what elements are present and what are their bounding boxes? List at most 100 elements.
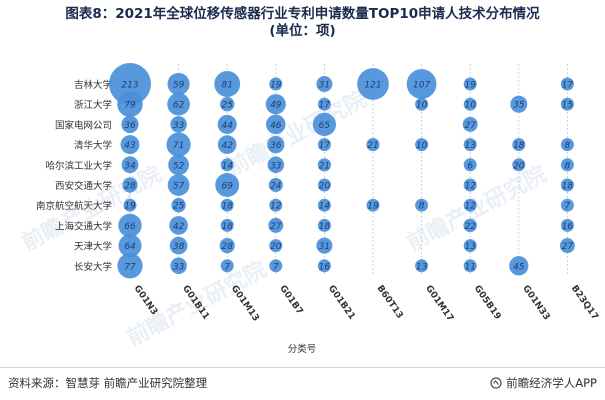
bubble xyxy=(266,114,286,135)
data-label: 31 xyxy=(319,242,330,252)
bubble xyxy=(265,94,286,115)
chart-title: 图表8：2021年全球位移传感器行业专利申请数量TOP10申请人技术分布情况 (… xyxy=(0,6,605,40)
data-label: 20 xyxy=(513,161,525,171)
bubble xyxy=(215,173,240,197)
data-label: 6 xyxy=(467,161,473,171)
bubble xyxy=(317,158,331,172)
data-label: 79 xyxy=(124,101,136,111)
data-label: 107 xyxy=(413,81,430,91)
bubble xyxy=(167,92,190,116)
bubble xyxy=(123,198,137,212)
data-label: 18 xyxy=(562,182,574,192)
data-label: 27 xyxy=(562,242,574,252)
bubble xyxy=(415,198,429,212)
bubble xyxy=(312,112,337,137)
x-tick-label: G05B19 xyxy=(472,284,503,322)
data-label: 8 xyxy=(565,161,571,171)
data-label: 81 xyxy=(221,81,232,91)
bubble xyxy=(357,68,389,100)
bubble xyxy=(463,218,477,233)
data-label: 44 xyxy=(221,121,233,131)
bubble xyxy=(168,154,189,176)
bubble xyxy=(463,97,477,111)
bubble xyxy=(166,132,191,157)
bubble xyxy=(269,77,283,91)
y-tick-label: 长安大学 xyxy=(74,261,112,273)
data-label: 18 xyxy=(513,141,525,151)
data-label: 25 xyxy=(173,202,185,212)
source-text: 资料来源：智慧芽 前瞻产业研究院整理 xyxy=(8,376,208,390)
bubble xyxy=(406,69,437,99)
y-tick-label: 西安交通大学 xyxy=(55,180,112,192)
data-label: 19 xyxy=(464,81,476,91)
data-label: 18 xyxy=(221,222,233,232)
bubble xyxy=(560,218,574,232)
data-label: 15 xyxy=(562,101,574,111)
bubble xyxy=(317,218,331,232)
data-label: 17 xyxy=(319,141,331,151)
bubble xyxy=(267,156,285,174)
bubble xyxy=(512,138,526,152)
bubble xyxy=(415,138,429,152)
bubble xyxy=(462,116,478,132)
bubble xyxy=(269,239,283,253)
x-tick-label: G01M13 xyxy=(229,284,261,324)
bubble xyxy=(560,97,574,111)
bubble xyxy=(510,95,528,113)
data-label: 59 xyxy=(173,81,185,91)
data-label: 18 xyxy=(221,202,233,212)
data-label: 27 xyxy=(464,121,476,131)
bubble xyxy=(220,198,234,212)
bubble xyxy=(560,77,574,91)
data-label: 49 xyxy=(270,101,282,111)
data-label: 21 xyxy=(319,161,330,171)
bubble xyxy=(316,237,333,254)
data-label: 8 xyxy=(565,141,571,151)
bubble xyxy=(268,177,283,193)
brand-logo-icon xyxy=(490,377,502,389)
bubble-chart: 前瞻产业研究院前瞻产业研究院前瞻产业研究院前瞻产业研究院吉林大学浙江大学国家电网… xyxy=(18,63,600,355)
bubble xyxy=(117,91,143,117)
bubble xyxy=(317,138,331,152)
data-label: 43 xyxy=(124,141,136,151)
data-label: 14 xyxy=(319,202,331,212)
watermark-text: 前瞻产业研究院 xyxy=(223,86,371,181)
data-label: 24 xyxy=(270,182,282,192)
bubble xyxy=(219,237,235,254)
bubble xyxy=(120,135,140,155)
bubble xyxy=(560,178,574,192)
y-tick-label: 天津大学 xyxy=(74,241,112,253)
data-label: 7 xyxy=(224,262,230,272)
data-label: 46 xyxy=(270,121,282,131)
data-label: 35 xyxy=(513,101,525,111)
data-label: 28 xyxy=(124,182,136,192)
bubble xyxy=(121,156,139,174)
data-label: 17 xyxy=(562,81,574,91)
data-label: 7 xyxy=(565,202,571,212)
bubble xyxy=(267,135,285,154)
bubble xyxy=(317,259,331,273)
bubble xyxy=(169,216,188,235)
data-label: 22 xyxy=(464,222,476,232)
data-label: 42 xyxy=(221,141,233,151)
bubble xyxy=(217,114,237,134)
bubble xyxy=(220,158,234,172)
bubble xyxy=(170,116,187,133)
data-label: 42 xyxy=(173,222,185,232)
data-label: 13 xyxy=(464,141,476,151)
data-label: 7 xyxy=(273,262,279,272)
bubble xyxy=(220,218,234,232)
x-tick-label: G01N3 xyxy=(132,284,160,317)
bubble xyxy=(512,158,526,172)
data-label: 27 xyxy=(270,222,282,232)
brand-text: 前瞻经济学人APP xyxy=(506,376,597,390)
data-label: 121 xyxy=(364,81,381,91)
bubble xyxy=(463,259,477,273)
data-label: 12 xyxy=(270,202,282,212)
data-label: 69 xyxy=(221,182,233,192)
bubble xyxy=(560,158,574,172)
bubble xyxy=(463,77,477,91)
data-label: 52 xyxy=(173,161,185,171)
bubble xyxy=(463,138,477,152)
x-tick-label: B23Q17 xyxy=(569,284,600,322)
